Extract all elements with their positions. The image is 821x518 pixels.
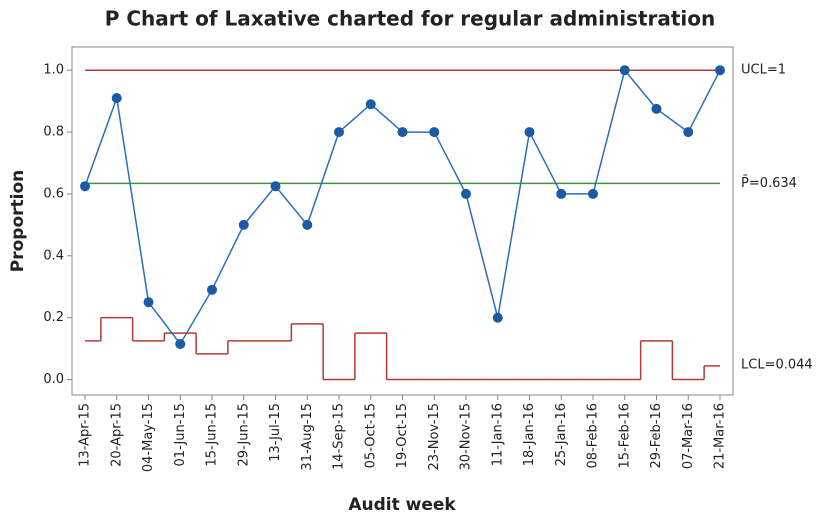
x-tick-label: 15-Feb-16: [617, 403, 632, 468]
x-tick-label: 19-Oct-15: [395, 403, 410, 468]
data-point: [270, 181, 281, 192]
ucl-label: UCL=1: [741, 63, 786, 78]
x-tick-label: 04-May-15: [141, 403, 156, 472]
chart-title: P Chart of Laxative charted for regular …: [105, 7, 716, 31]
y-axis-title: Proportion: [8, 170, 28, 273]
x-tick-label: 14-Sep-15: [332, 403, 347, 470]
x-tick-label: 11-Jan-16: [490, 403, 505, 466]
data-point: [397, 127, 408, 138]
center-label: P̄=0.634: [741, 176, 797, 191]
data-point: [524, 127, 535, 138]
data-point: [238, 219, 249, 230]
x-tick-label: 01-Jun-15: [173, 403, 188, 467]
x-tick-label: 20-Apr-15: [109, 403, 124, 467]
data-point: [715, 65, 725, 76]
plot-frame: [71, 46, 734, 396]
x-axis-title: Audit week: [348, 495, 456, 515]
data-point: [80, 181, 90, 192]
data-point: [683, 127, 694, 138]
data-point: [334, 127, 344, 138]
x-tick-label: 05-Oct-15: [363, 403, 378, 468]
x-tick-label: 29-Feb-16: [649, 403, 664, 468]
x-tick-label: 07-Mar-16: [681, 403, 696, 469]
lcl-label: LCL=0.044: [741, 358, 813, 373]
x-tick-label: 29-Jun-15: [236, 403, 251, 467]
data-point: [111, 93, 122, 104]
x-tick-label: 15-Jun-15: [205, 403, 220, 467]
x-tick-label: 13-Jul-15: [268, 403, 283, 462]
data-point: [619, 65, 630, 76]
data-line: [84, 68, 721, 346]
data-point: [143, 297, 154, 308]
y-tick-label: 0.2: [43, 310, 64, 325]
data-point: [175, 338, 186, 349]
x-tick-label: 31-Aug-15: [300, 403, 315, 471]
data-point: [651, 103, 662, 114]
data-point: [429, 127, 440, 138]
x-tick-label: 25-Jan-16: [554, 403, 569, 466]
x-tick-label: 08-Feb-16: [586, 403, 601, 468]
x-tick-label: 18-Jan-16: [522, 403, 537, 466]
data-point: [302, 219, 313, 230]
data-point: [461, 188, 471, 199]
x-tick-label: 30-Nov-15: [459, 403, 474, 471]
data-point: [556, 188, 567, 199]
data-point: [207, 284, 217, 295]
x-tick-label: 13-Apr-15: [78, 403, 93, 467]
x-tick-label: 21-Mar-16: [713, 403, 728, 469]
y-tick-label: 0.0: [43, 372, 64, 387]
y-tick-label: 0.4: [43, 248, 64, 263]
y-tick-label: 0.6: [43, 186, 64, 201]
x-tick-label: 23-Nov-15: [427, 403, 442, 471]
data-point: [588, 188, 598, 199]
data-point: [492, 312, 503, 323]
y-tick-label: 0.8: [43, 125, 64, 140]
data-point: [365, 99, 376, 110]
y-tick-label: 1.0: [43, 63, 64, 78]
